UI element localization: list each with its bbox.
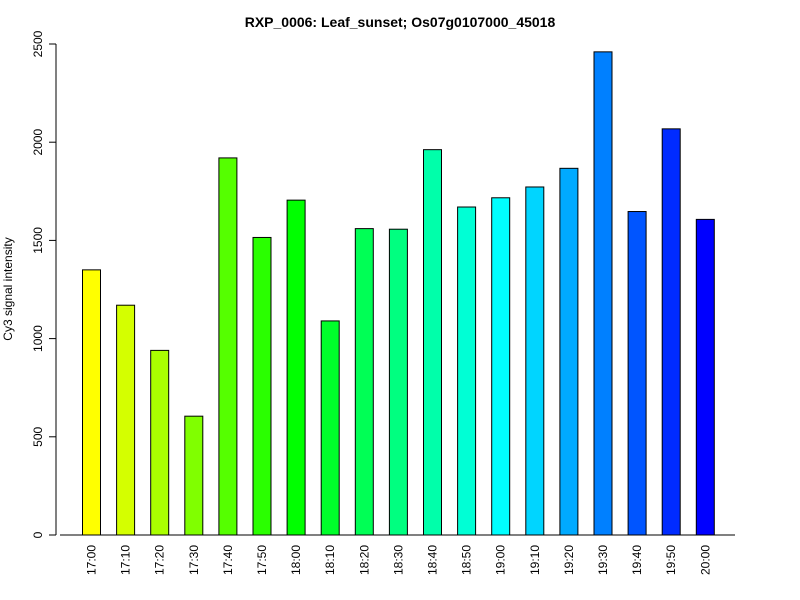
x-tick-label: 17:40 xyxy=(221,545,235,575)
bar-1710 xyxy=(116,304,136,536)
x-tick-label: 19:50 xyxy=(664,545,678,575)
bar-1930 xyxy=(593,51,613,536)
y-tick-label: 2000 xyxy=(31,129,45,156)
y-tick-label: 2500 xyxy=(31,30,45,57)
chart-title: RXP_0006: Leaf_sunset; Os07g0107000_4501… xyxy=(245,14,556,30)
bar-1750 xyxy=(252,236,272,536)
y-tick-label: 1500 xyxy=(31,227,45,254)
bar-2000 xyxy=(695,218,715,536)
bar-1720 xyxy=(150,349,170,536)
bar-1700 xyxy=(82,269,101,536)
x-tick-label: 19:00 xyxy=(494,545,508,575)
x-tick-label: 18:50 xyxy=(460,545,474,575)
bar-1920 xyxy=(559,167,579,536)
x-tick-label: 18:10 xyxy=(323,545,337,575)
bar-1730 xyxy=(184,415,204,536)
x-tick-label: 19:20 xyxy=(562,545,576,575)
bar-1820 xyxy=(354,228,374,536)
bar-1740 xyxy=(218,157,238,536)
bar-1810 xyxy=(320,320,340,536)
x-tick-label: 17:10 xyxy=(119,545,133,575)
x-tick-label: 20:00 xyxy=(698,545,712,575)
bar-1910 xyxy=(525,186,545,536)
x-tick-label: 19:10 xyxy=(528,545,542,575)
x-tick-label: 17:20 xyxy=(153,545,167,575)
bar-1800 xyxy=(286,199,306,536)
y-tick-label: 0 xyxy=(31,531,45,538)
bar-1850 xyxy=(457,206,477,536)
bar-1900 xyxy=(491,197,511,536)
bar-1940 xyxy=(627,211,647,536)
y-tick-label: 500 xyxy=(31,426,45,446)
bar-1840 xyxy=(423,149,442,536)
x-tick-label: 17:00 xyxy=(85,545,99,575)
y-axis: 0 500 1000 1500 2000 2500 xyxy=(31,30,57,538)
x-tick-label: 17:50 xyxy=(255,545,269,575)
bar-1950 xyxy=(661,128,681,536)
x-tick-label: 17:30 xyxy=(187,545,201,575)
x-tick-label: 19:30 xyxy=(596,545,610,575)
x-tick-label: 18:00 xyxy=(289,545,303,575)
x-tick-label: 18:40 xyxy=(426,545,440,575)
x-tick-labels: 17:00 17:10 17:20 17:30 17:40 17:50 18:00 18:10… xyxy=(85,545,713,575)
bars-group xyxy=(82,51,715,536)
x-tick-label: 19:40 xyxy=(630,545,644,575)
bar-1830 xyxy=(388,228,408,536)
x-tick-label: 18:20 xyxy=(357,545,371,575)
y-axis-title: Cy3 signal intensity xyxy=(1,237,15,340)
x-tick-label: 18:30 xyxy=(391,545,405,575)
y-tick-label: 1000 xyxy=(31,325,45,352)
